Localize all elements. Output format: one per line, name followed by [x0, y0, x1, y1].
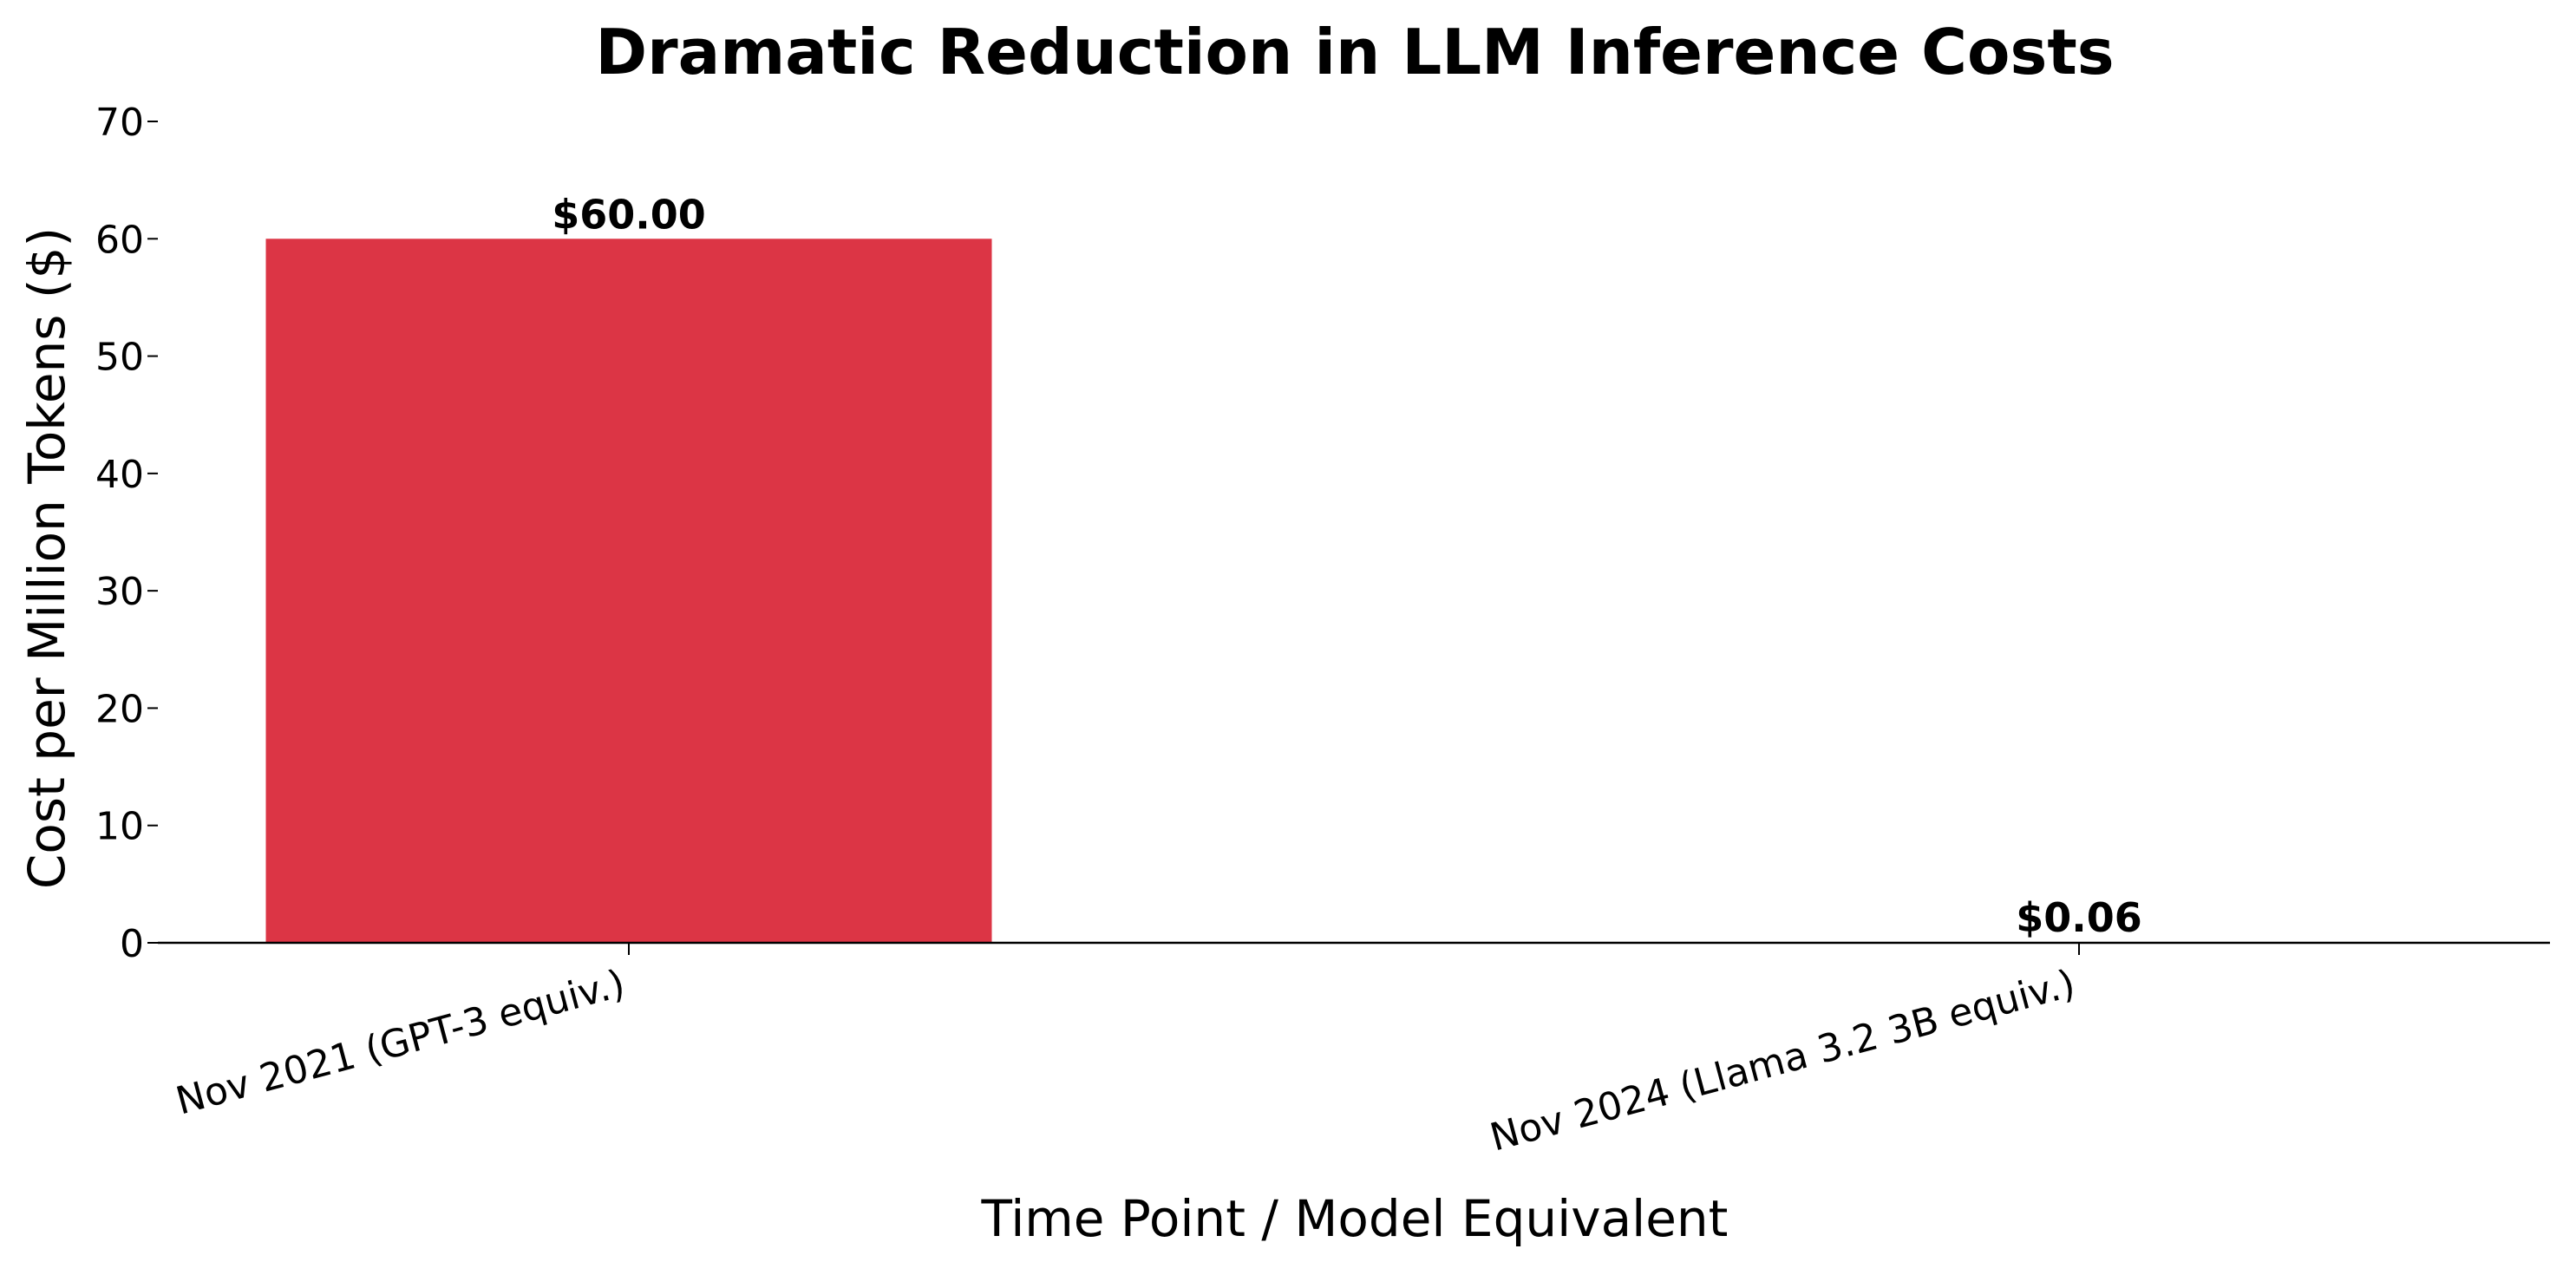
x-axis-ticks: Nov 2021 (GPT-3 equiv.) Nov 2024 (Llama 3… [172, 943, 2080, 1161]
y-tick-label: 70 [95, 101, 144, 145]
chart-title: Dramatic Reduction in LLM Inference Cost… [595, 16, 2114, 88]
x-axis-label: Time Point / Model Equivalent [981, 1189, 1729, 1248]
y-axis-label: Cost per Million Tokens ($) [17, 227, 76, 889]
y-tick-label: 50 [95, 336, 144, 380]
y-tick-label: 60 [95, 218, 144, 262]
bars [265, 239, 2442, 943]
x-tick-label: Nov 2021 (GPT-3 equiv.) [172, 961, 630, 1123]
bar-1 [265, 239, 992, 943]
data-labels: $60.00 $0.06 [552, 191, 2142, 941]
y-tick-label: 10 [95, 805, 144, 849]
y-axis-ticks: 0 10 20 30 40 50 60 70 [95, 101, 158, 966]
data-label-1: $60.00 [552, 191, 706, 238]
y-tick-label: 40 [95, 453, 144, 497]
x-tick-label: Nov 2024 (Llama 3.2 3B equiv.) [1486, 961, 2080, 1160]
y-tick-label: 20 [95, 687, 144, 731]
data-label-2: $0.06 [2016, 894, 2142, 941]
y-tick-label: 0 [120, 922, 144, 966]
y-tick-label: 30 [95, 570, 144, 614]
